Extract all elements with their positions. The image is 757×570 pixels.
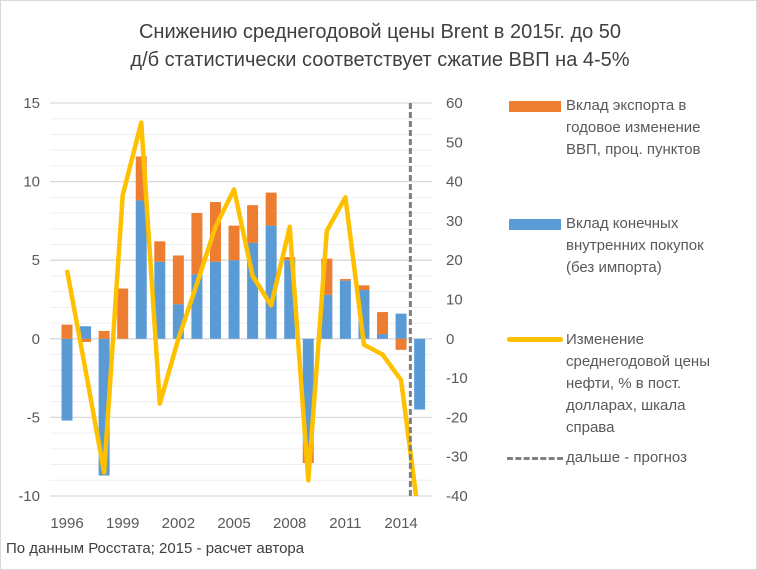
y-right-tick-label: 20 [446, 252, 463, 269]
y-left-tick-label: 5 [32, 252, 40, 269]
bar-domestic [228, 260, 240, 339]
y-left-tick-label: 0 [32, 331, 40, 348]
bar-export [228, 225, 240, 261]
legend-swatch-oil [507, 337, 563, 342]
bar-export [339, 279, 351, 281]
bar-domestic [80, 326, 92, 339]
x-tick-label: 1999 [106, 515, 139, 532]
y-right-tick-label: 40 [446, 174, 463, 191]
bar-export [117, 288, 129, 339]
bar-export [247, 205, 259, 243]
y-right-tick-label: 30 [446, 213, 463, 230]
bar-export [321, 258, 333, 295]
y-right-tick-label: 10 [446, 292, 463, 309]
legend-text: нефти, % в пост. [566, 375, 682, 392]
bar-domestic [358, 290, 370, 339]
y-right-tick-label: 60 [446, 95, 463, 112]
bar-export [154, 241, 166, 262]
x-tick-label: 2002 [162, 515, 195, 532]
bar-domestic [414, 338, 426, 410]
y-left-tick-label: 15 [23, 95, 40, 112]
y-left-tick-label: -5 [27, 409, 40, 426]
bar-domestic [265, 225, 277, 339]
bar-export [395, 338, 407, 350]
bar-export [172, 255, 184, 305]
bar-domestic [321, 294, 333, 339]
legend-swatch-export [509, 101, 561, 112]
y-right-tick-label: -10 [446, 370, 468, 387]
bar-export [80, 338, 92, 342]
y-left-tick-label: -10 [18, 488, 40, 505]
bar-export [377, 312, 389, 335]
bar-domestic [61, 338, 73, 421]
bar-domestic [247, 242, 259, 339]
legend-text: годовое изменение [566, 119, 701, 136]
x-tick-label: 2014 [384, 515, 417, 532]
bar-domestic [98, 338, 110, 476]
bar-domestic [339, 280, 351, 339]
bar-domestic [209, 261, 221, 339]
legend-domestic: Вклад конечных внутренних покупок (без и… [566, 213, 704, 279]
legend-export: Вклад экспорта в годовое изменение ВВП, … [566, 95, 701, 161]
y-right-tick-label: -40 [446, 488, 468, 505]
chart-title-line-1: Снижению среднегодовой цены Brent в 2015… [138, 21, 622, 43]
legend-text: Вклад экспорта в [566, 97, 687, 114]
bar-domestic [154, 261, 166, 339]
legend-forecast: дальше - прогноз [566, 447, 687, 469]
legend-oil: Изменение среднегодовой цены нефти, % в … [566, 329, 710, 439]
line-oil-price [64, 120, 419, 496]
legend-text: справа [566, 419, 615, 436]
bar-domestic [284, 260, 296, 339]
bar-export [358, 285, 370, 291]
legend-text: долларах, шкала [566, 397, 686, 414]
legend-text: Вклад конечных [566, 215, 679, 232]
bar-export [61, 324, 73, 339]
x-tick-label: 1996 [50, 515, 83, 532]
legend-text: (без импорта) [566, 259, 662, 276]
y-right-tick-label: 50 [446, 134, 463, 151]
legend-swatch-domestic [509, 219, 561, 230]
bar-export [284, 257, 296, 261]
bar-export [191, 213, 203, 275]
y-right-tick-label: -20 [446, 409, 468, 426]
legend-text: ВВП, проц. пунктов [566, 141, 701, 158]
chart-title: Снижению среднегодовой цены Brent в 2015… [40, 18, 720, 74]
source-note: По данным Росстата; 2015 - расчет автора [6, 540, 305, 557]
legend-text: внутренних покупок [566, 237, 704, 254]
y-right-tick-label: -30 [446, 449, 468, 466]
x-tick-label: 2011 [329, 515, 361, 532]
bar-domestic [135, 200, 147, 339]
bar-domestic [377, 334, 389, 339]
bar-domestic [172, 304, 184, 339]
bar-domestic [302, 338, 314, 443]
bar-export [98, 330, 110, 339]
bar-export [135, 156, 147, 201]
bar-domestic [395, 313, 407, 339]
legend-text: среднегодовой цены [566, 353, 711, 370]
chart-title-line-2: д/б статистически соответствует сжатие В… [130, 49, 630, 71]
legend-text: Изменение [566, 331, 644, 348]
x-tick-label: 2008 [273, 515, 306, 532]
legend-swatch-forecast [507, 457, 563, 460]
bar-domestic [191, 274, 203, 339]
legend-text: дальше - прогноз [566, 449, 687, 466]
y-left-tick-label: 10 [23, 174, 40, 191]
x-tick-label: 2005 [217, 515, 250, 532]
y-right-tick-label: 0 [446, 331, 454, 348]
bar-export [265, 192, 277, 226]
